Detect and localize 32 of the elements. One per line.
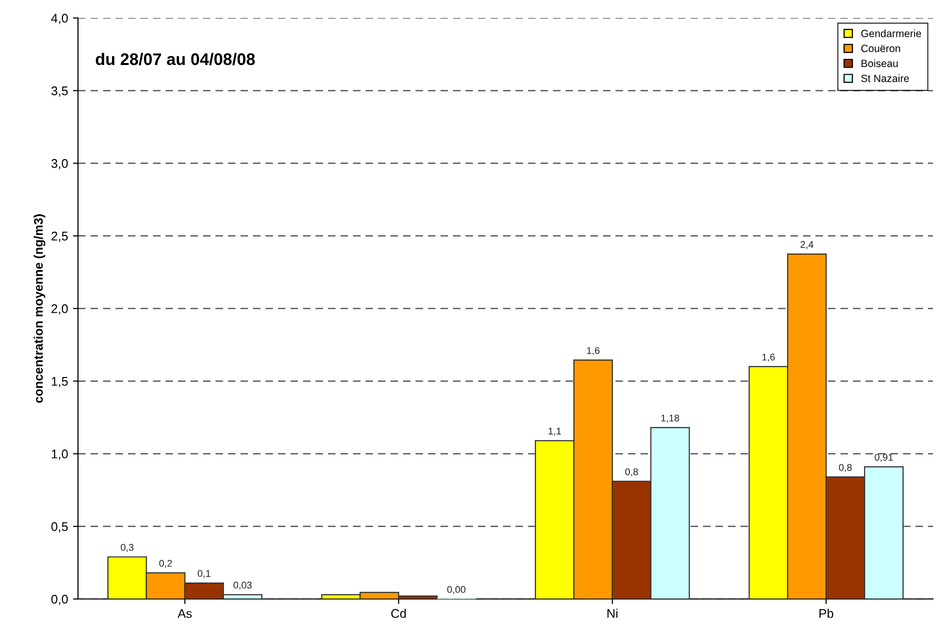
- y-tick-label: 4,0: [51, 14, 68, 24]
- data-label: 1,18: [661, 414, 680, 423]
- y-tick-label: 3,0: [51, 159, 68, 170]
- y-tick-label: 1,5: [52, 377, 68, 388]
- y-tick-label: 3,5: [51, 86, 68, 97]
- y-tick-label: 0,0: [51, 594, 68, 606]
- data-label: 0,1: [198, 570, 210, 578]
- legend-label: Gendarmerie: [861, 30, 922, 38]
- y-tick-label: 2,0: [52, 304, 68, 315]
- data-label: 0,2: [159, 560, 172, 568]
- y-tick-label: 0,5: [51, 522, 68, 533]
- data-label: 1,1: [548, 428, 561, 436]
- data-label: 2,4: [800, 241, 814, 250]
- y-tick-label: 1,0: [52, 450, 68, 460]
- data-label: 0,91: [874, 454, 893, 462]
- x-tick-label: Pb: [820, 608, 834, 618]
- x-tick-label: Cd: [391, 608, 406, 618]
- text: du 28/07 au 04/08/08: [96, 52, 255, 66]
- x-tick-label: Ni: [608, 608, 618, 618]
- data-label: 0,00: [447, 586, 466, 594]
- legend-label: St Nazaire: [861, 74, 909, 82]
- data-label: 1,6: [762, 354, 775, 362]
- legend-label: Boiseau: [862, 59, 898, 68]
- data-label: 1,6: [587, 347, 600, 356]
- y-tick-label: 2,5: [52, 232, 68, 242]
- data-label: 0,03: [234, 582, 252, 590]
- y-axis-title: concentration moyenne (ng/m3): [34, 214, 46, 403]
- x-tick-label: As: [178, 609, 192, 618]
- legend-label: Couëron: [861, 44, 900, 52]
- data-label: 0,8: [838, 464, 852, 472]
- data-label: 0,3: [120, 544, 134, 552]
- data-label: 0,8: [625, 468, 638, 476]
